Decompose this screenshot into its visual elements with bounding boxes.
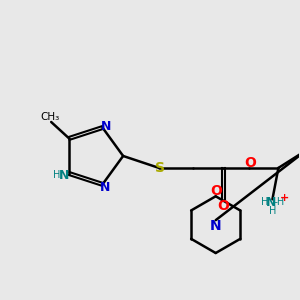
Text: CH₃: CH₃	[41, 112, 60, 122]
Text: +: +	[280, 193, 289, 203]
Text: N: N	[101, 120, 111, 133]
Text: S: S	[155, 161, 165, 175]
Text: –H: –H	[272, 197, 284, 207]
Text: H: H	[269, 206, 276, 216]
Text: N: N	[100, 182, 111, 194]
Text: O: O	[217, 199, 229, 213]
Text: O: O	[210, 184, 222, 198]
Text: H: H	[53, 170, 60, 180]
Text: H: H	[261, 197, 269, 207]
Text: N: N	[210, 218, 221, 233]
Text: N: N	[266, 196, 276, 209]
Text: O: O	[244, 155, 256, 170]
Text: N: N	[58, 169, 69, 182]
